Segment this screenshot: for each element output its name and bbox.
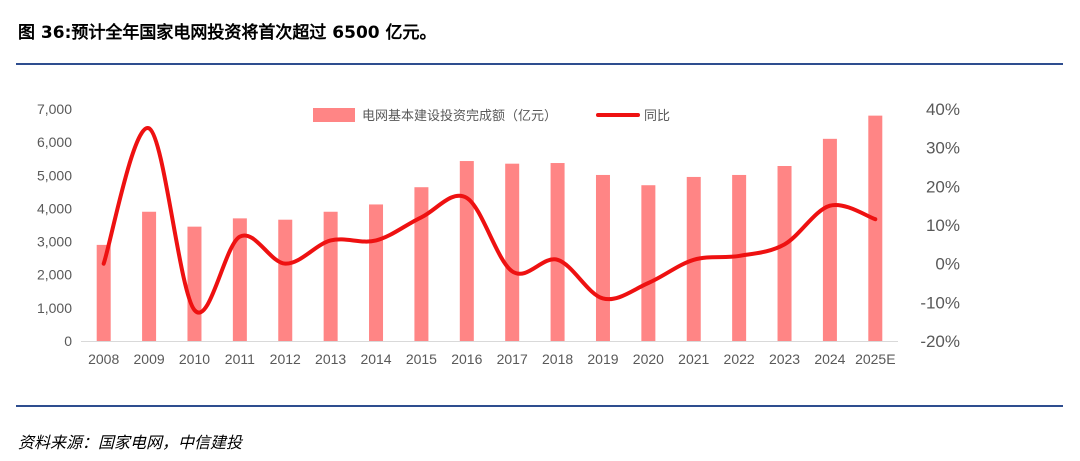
- legend-bar-label: 电网基本建设投资完成额（亿元）: [362, 108, 557, 124]
- bar-2015: [414, 187, 429, 341]
- y-left-tick-label: 5,000: [37, 167, 72, 183]
- x-tick-label-2022: 2022: [724, 351, 755, 367]
- bar-2023: [777, 166, 792, 341]
- x-tick-label-2025E: 2025E: [855, 351, 895, 367]
- yoy-line: [101, 126, 878, 315]
- y-left-tick-label: 6,000: [37, 134, 72, 150]
- x-tick-label-2011: 2011: [225, 351, 255, 367]
- bar-2014: [369, 204, 384, 341]
- bar-2016: [459, 161, 474, 341]
- y-right-tick-label: -10%: [920, 293, 960, 312]
- y-right-tick-label: 0%: [935, 255, 960, 274]
- x-tick-label-2013: 2013: [315, 351, 346, 367]
- figure-title: 图 36:预计全年国家电网投资将首次超过 6500 亿元。: [18, 23, 437, 43]
- y-left-tick-label: 7,000: [37, 101, 72, 117]
- bar-2012: [278, 219, 293, 341]
- x-tick-label-2008: 2008: [88, 351, 119, 367]
- y-left-tick-label: 1,000: [37, 300, 72, 316]
- x-tick-label-2020: 2020: [633, 351, 664, 367]
- y-left-tick-label: 2,000: [37, 267, 72, 283]
- bar-2022: [732, 174, 747, 341]
- bar-2009: [142, 211, 157, 341]
- bar-2011: [232, 218, 247, 341]
- top-divider: [16, 63, 1063, 65]
- bar-2008: [96, 244, 111, 341]
- x-tick-label-2023: 2023: [769, 351, 800, 367]
- bottom-divider: [16, 405, 1063, 407]
- bar-2010: [187, 226, 202, 341]
- x-tick-label-2019: 2019: [587, 351, 618, 367]
- bar-2017: [505, 163, 520, 341]
- x-tick-label-2024: 2024: [814, 351, 845, 367]
- y-right-tick-label: -20%: [920, 332, 960, 351]
- legend-line-label: 同比: [644, 109, 670, 124]
- y-right-tick-label: 30%: [926, 139, 960, 158]
- x-tick-label-2009: 2009: [134, 351, 165, 367]
- y-right-tick-label: 40%: [926, 100, 960, 119]
- legend-bar-swatch: [313, 108, 355, 122]
- source-note: 资料来源：国家电网，中信建投: [18, 433, 243, 452]
- y-right-tick-label: 20%: [926, 177, 960, 196]
- y-left-tick-label: 4,000: [37, 200, 72, 216]
- bar-2025E: [868, 115, 883, 341]
- x-tick-label-2010: 2010: [179, 351, 210, 367]
- y-left-tick-label: 3,000: [37, 234, 72, 250]
- bar-2024: [822, 138, 837, 341]
- chart: 0 1,000 2,000 3,000 4,000 5,000 6,000 7,000 -20%…: [37, 100, 960, 367]
- bar-2018: [550, 163, 565, 341]
- y-left-tick-label: 0: [64, 333, 72, 349]
- x-tick-label-2018: 2018: [542, 351, 573, 367]
- x-tick-label-2014: 2014: [360, 351, 391, 367]
- bar-2020: [641, 185, 656, 341]
- x-tick-label-2017: 2017: [497, 351, 528, 367]
- bar-2013: [323, 211, 338, 341]
- x-tick-label-2012: 2012: [270, 351, 301, 367]
- y-right-tick-label: 10%: [926, 216, 960, 235]
- bar-2019: [595, 174, 610, 341]
- x-tick-label-2021: 2021: [678, 351, 709, 367]
- x-tick-label-2016: 2016: [451, 351, 482, 367]
- x-tick-label-2015: 2015: [406, 351, 437, 367]
